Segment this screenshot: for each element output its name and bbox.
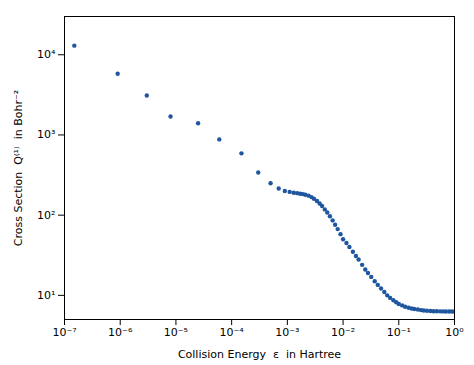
svg-text:Collision Energy ε in Hartre: Collision Energy ε in Hartree: [178, 348, 341, 361]
svg-text:10³: 10³: [37, 128, 55, 141]
svg-text:10⁻¹: 10⁻¹: [387, 326, 411, 339]
svg-text:10⁻²: 10⁻²: [331, 326, 355, 339]
svg-text:10¹: 10¹: [37, 289, 55, 302]
svg-text:10⁻⁶: 10⁻⁶: [108, 326, 133, 339]
svg-text:Cross Section Q⁽¹⁾ in Bohr⁻²: Cross Section Q⁽¹⁾ in Bohr⁻²: [12, 90, 25, 247]
svg-text:10⁰: 10⁰: [445, 326, 464, 339]
svg-text:10⁴: 10⁴: [37, 48, 56, 61]
svg-text:10⁻⁷: 10⁻⁷: [52, 326, 76, 339]
svg-text:10⁻⁵: 10⁻⁵: [164, 326, 188, 339]
svg-text:10⁻⁴: 10⁻⁴: [220, 326, 245, 339]
svg-text:10⁻³: 10⁻³: [275, 326, 299, 339]
svg-text:10²: 10²: [37, 209, 55, 222]
